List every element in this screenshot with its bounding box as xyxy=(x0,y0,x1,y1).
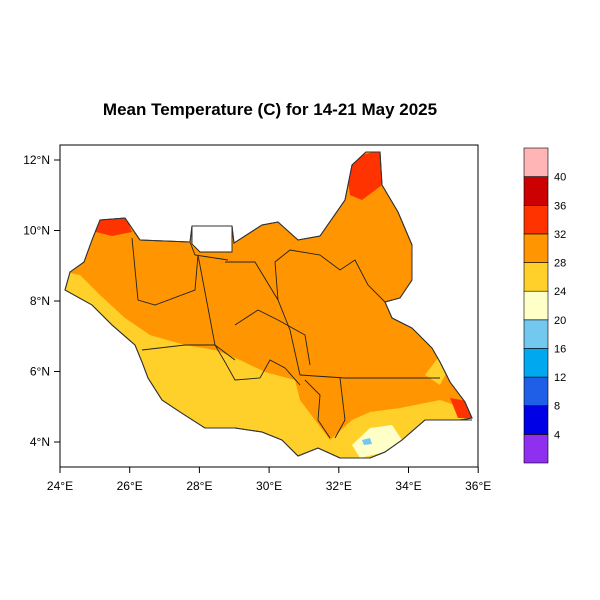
colorbar-label: 16 xyxy=(554,343,566,355)
lon-tick-label: 26°E xyxy=(117,479,143,493)
boundary-abyei xyxy=(189,241,229,261)
colorbar-segment xyxy=(523,147,549,177)
lon-tick-label: 24°E xyxy=(47,479,73,493)
colorbar-segment xyxy=(523,348,549,378)
lon-tick-label: 30°E xyxy=(256,479,282,493)
colorbar-label: 4 xyxy=(554,429,560,441)
colorbar-label: 32 xyxy=(554,229,566,241)
lon-tick-label: 36°E xyxy=(465,479,491,493)
lat-tick-label: 4°N xyxy=(30,435,50,449)
colorbar-segment xyxy=(523,405,549,435)
boundary-central-equatoria xyxy=(304,379,331,439)
colorbar-segment xyxy=(523,262,549,292)
lat-tick-label: 6°N xyxy=(30,365,50,379)
abyei-area xyxy=(191,225,233,253)
boundary-north-western xyxy=(131,237,199,306)
longitude-axis: 24°E 26°E 28°E 30°E 32°E 34°E 36°E xyxy=(47,467,491,493)
zone-32-36-northwest xyxy=(95,215,132,236)
map-title: Mean Temperature (C) for 14-21 May 2025 xyxy=(102,100,438,119)
colorbar-label: 24 xyxy=(554,286,566,298)
colorbar-segment xyxy=(523,290,549,321)
zone-20-24 xyxy=(352,425,402,458)
boundary-jonglei-south xyxy=(299,374,440,379)
zone-16-20 xyxy=(362,438,372,445)
colorbar-label: 20 xyxy=(554,315,566,327)
lat-tick-label: 12°N xyxy=(23,153,50,167)
colorbar-segment xyxy=(523,204,549,235)
colorbar-label: 28 xyxy=(554,258,566,270)
colorbar-label: 12 xyxy=(554,372,566,384)
lat-tick-label: 10°N xyxy=(23,224,50,238)
colorbar-segment xyxy=(523,233,549,263)
latitude-axis: 4°N 6°N 8°N 10°N 12°N xyxy=(23,153,60,449)
lon-tick-label: 28°E xyxy=(186,479,212,493)
lat-tick-label: 8°N xyxy=(30,294,50,308)
lon-tick-label: 32°E xyxy=(326,479,352,493)
lon-tick-label: 34°E xyxy=(395,479,421,493)
country-border xyxy=(64,151,473,459)
boundary-upper-nile xyxy=(274,249,386,303)
colorbar-label: 8 xyxy=(554,401,560,413)
state-boundaries xyxy=(131,237,440,439)
boundary-lakes xyxy=(234,309,311,366)
colorbar-label: 36 xyxy=(554,200,566,212)
colorbar-segment xyxy=(523,319,549,349)
colorbar-segment xyxy=(523,376,549,407)
colorbar-segment xyxy=(523,434,549,464)
boundary-eastern-equatoria xyxy=(334,377,346,439)
colorbar-segment xyxy=(523,176,549,206)
boundary-western-equatoria xyxy=(141,344,301,386)
colorbar: 4 8 12 16 20 24 28 32 36 40 xyxy=(523,147,566,464)
colorbar-label: 40 xyxy=(554,172,566,184)
